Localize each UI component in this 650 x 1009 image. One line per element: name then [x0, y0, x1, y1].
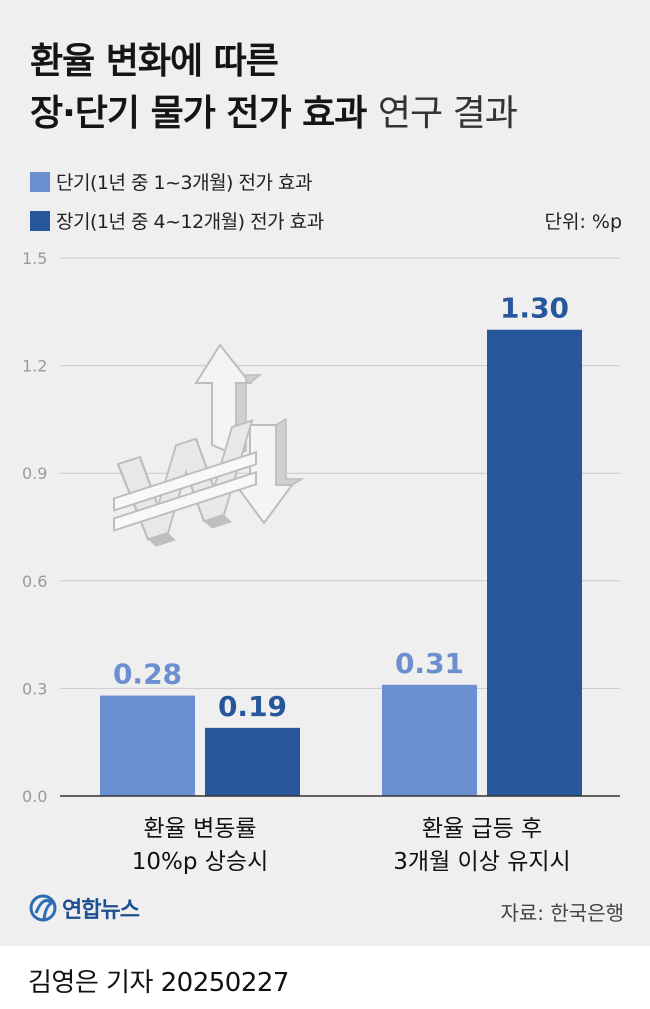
legend-swatch-long-term — [30, 210, 50, 231]
bar — [100, 695, 195, 796]
bar — [205, 727, 300, 796]
x-category-label: 환율 변동률 — [143, 816, 256, 842]
x-category-label: 3개월 이상 유지시 — [393, 849, 570, 875]
y-tick-label: 1.2 — [22, 357, 47, 376]
y-tick-label: 0.3 — [22, 679, 47, 698]
y-tick-label: 0.0 — [22, 787, 47, 806]
bar-value-label: 0.31 — [395, 647, 464, 680]
y-tick-label: 0.6 — [22, 572, 47, 591]
bar — [487, 329, 582, 796]
chart-title-bold: 장·단기 물가 전가 효과 — [30, 93, 367, 134]
y-tick-label: 1.5 — [22, 249, 47, 268]
bar-value-label: 0.19 — [218, 690, 287, 723]
legend-label-short-term: 단기(1년 중 1~3개월) 전가 효과 — [56, 172, 312, 194]
x-category-label: 10%p 상승시 — [132, 849, 269, 875]
legend-item-short-term: 단기(1년 중 1~3개월) 전가 효과 — [30, 168, 312, 195]
yonhap-logo: 연합뉴스 — [28, 892, 140, 924]
legend-item-long-term: 장기(1년 중 4~12개월) 전가 효과 — [30, 207, 324, 234]
yonhap-logo-text: 연합뉴스 — [62, 898, 140, 923]
chart-title-light: 연구 결과 — [377, 93, 518, 134]
bar — [382, 684, 477, 796]
legend-swatch-short-term — [30, 171, 50, 192]
bar-value-label: 1.30 — [500, 292, 569, 325]
yonhap-logo-icon — [29, 894, 57, 922]
legend-label-long-term: 장기(1년 중 4~12개월) 전가 효과 — [56, 211, 324, 233]
bar-chart: 0.0 0.3 0.6 0.9 1.2 1.5 0.28 0.19 0.31 1.30 환율 변… — [22, 249, 620, 875]
x-category-label: 환율 급등 후 — [422, 816, 542, 842]
won-currency-icon — [113, 343, 305, 547]
y-tick-label: 0.9 — [22, 464, 47, 483]
reporter-credit: 김영은 기자 20250227 — [28, 968, 289, 998]
bar-value-label: 0.28 — [113, 658, 182, 691]
source-label: 자료: 한국은행 — [500, 901, 625, 925]
chart-title-line2: 장·단기 물가 전가 효과 연구 결과 — [30, 84, 518, 136]
unit-label: 단위: %p — [544, 211, 622, 233]
chart-title-line1: 환율 변화에 따른 — [30, 41, 279, 82]
